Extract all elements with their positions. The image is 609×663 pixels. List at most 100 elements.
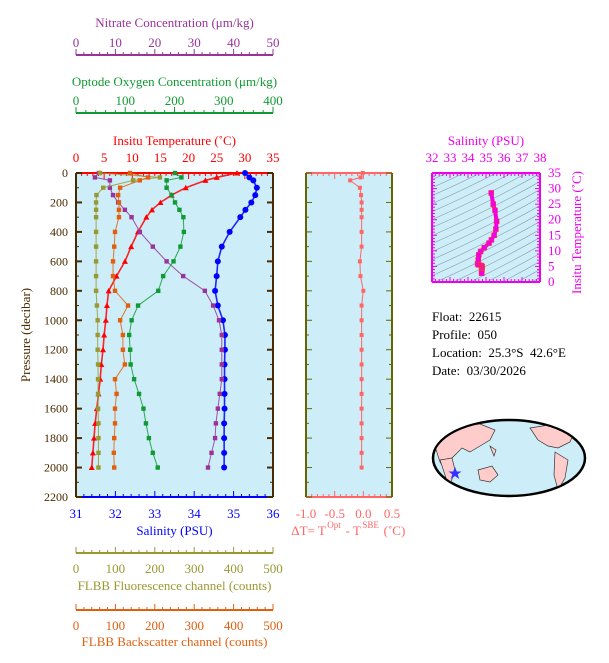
fluorescence-tick-label: 300 xyxy=(184,561,204,576)
delta-t-point xyxy=(359,303,364,308)
nitrate-tick-label: 40 xyxy=(227,35,240,50)
delta-t-point xyxy=(360,171,365,175)
backscatter-point xyxy=(112,376,118,382)
temperature-point xyxy=(121,258,128,264)
backscatter-point xyxy=(112,244,117,249)
backscatter-point xyxy=(120,332,126,338)
fluorescence-point xyxy=(95,406,101,411)
nitrate-tick-label: 10 xyxy=(109,35,122,50)
temperature-tick-label: 5 xyxy=(101,150,108,165)
backscatter-point xyxy=(145,175,151,180)
backscatter-point xyxy=(137,178,143,183)
salinity-tick-label: 32 xyxy=(109,506,122,521)
nitrate-tick-label: 0 xyxy=(73,35,80,50)
nitrate-point xyxy=(212,435,218,441)
salinity-tick-label: 31 xyxy=(70,506,83,521)
backscatter-point xyxy=(112,288,118,294)
delta-t-title-part: (˚C) xyxy=(380,523,405,538)
oxygen-point xyxy=(156,288,161,294)
date: Date: 03/30/2026 xyxy=(432,363,526,378)
density-contour-line xyxy=(434,229,540,282)
oxygen-point xyxy=(143,421,149,426)
fluorescence-point xyxy=(94,192,99,198)
density-contour-line xyxy=(452,237,540,282)
delta-t-point xyxy=(357,185,362,190)
backscatter-point xyxy=(127,170,133,176)
nitrate-point xyxy=(137,229,143,235)
pressure-axis-title: Pressure (decibar) xyxy=(18,288,33,382)
pressure-tick-label: 800 xyxy=(50,284,68,298)
oxygen-point xyxy=(141,406,146,411)
backscatter-point xyxy=(110,273,116,279)
backscatter-tick-label: 300 xyxy=(184,618,204,633)
delta-t-axis-title: ΔT= T Opt - T SBE (˚C) xyxy=(291,520,405,538)
pressure-tick-label: 1000 xyxy=(44,313,68,327)
backscatter-point xyxy=(110,259,116,264)
density-contour-line xyxy=(432,173,465,188)
oxygen-point xyxy=(135,303,141,308)
location: Location: 25.3°S 42.6°E xyxy=(432,345,566,360)
nitrate-axis-title: Nitrate Concentration (μm/kg) xyxy=(95,15,254,30)
delta-t-point xyxy=(361,288,366,293)
backscatter-axis-title: FLBB Backscatter channel (counts) xyxy=(82,634,268,649)
oxygen-point xyxy=(150,450,156,456)
backscatter-point xyxy=(117,318,123,323)
salinity-point xyxy=(242,170,249,176)
backscatter-point xyxy=(112,229,118,235)
fluorescence-point xyxy=(96,450,101,456)
fluorescence-point xyxy=(93,288,99,294)
backscatter-point xyxy=(116,200,122,205)
ts-salinity-tick-label: 38 xyxy=(534,150,547,165)
ts-temperature-tick-label: 15 xyxy=(548,227,561,242)
nitrate-point xyxy=(107,178,113,183)
ts-salinity-tick-label: 32 xyxy=(426,150,439,165)
oxygen-tick-label: 0 xyxy=(73,93,80,108)
temperature-tick-label: 20 xyxy=(182,150,195,165)
delta-t-point xyxy=(359,347,364,352)
float-location-marker xyxy=(448,467,462,479)
density-contour-line xyxy=(432,197,540,252)
temperature-tick-label: 15 xyxy=(154,150,167,165)
delta-t-point xyxy=(359,215,364,220)
pressure-tick-label: 0 xyxy=(62,166,68,180)
salinity-point xyxy=(221,464,228,471)
backscatter-point xyxy=(112,465,117,470)
salinity-point xyxy=(213,273,220,280)
salinity-tick-label: 34 xyxy=(188,506,202,521)
map-landmass xyxy=(553,451,569,491)
nitrate-point xyxy=(219,376,224,382)
delta-t-point xyxy=(359,333,364,337)
delta-t-tick-label: 0.0 xyxy=(355,506,371,521)
density-contour-line xyxy=(432,189,540,244)
oxygen-point xyxy=(164,185,169,190)
oxygen-point xyxy=(172,170,178,176)
backscatter-tick-label: 0 xyxy=(73,618,80,633)
fluorescence-point xyxy=(95,376,101,382)
delta-t-plot-area xyxy=(306,173,392,497)
nitrate-point xyxy=(202,288,208,294)
pressure-tick-label: 2000 xyxy=(44,461,68,475)
delta-t-title-part: SBE xyxy=(362,520,379,530)
backscatter-point xyxy=(114,391,119,397)
fluorescence-tick-label: 500 xyxy=(263,561,283,576)
pressure-tick-label: 1800 xyxy=(44,431,68,445)
delta-t-tick-label: 0.5 xyxy=(384,506,400,521)
delta-t-title-part: ΔT= T xyxy=(291,523,326,538)
salinity-axis-title: Salinity (PSU) xyxy=(136,523,212,538)
temperature-point xyxy=(101,332,108,338)
density-contour-line xyxy=(432,205,540,260)
nitrate-point xyxy=(164,259,169,264)
fluorescence-point xyxy=(95,347,100,352)
temperature-point xyxy=(182,184,189,191)
map-landmass xyxy=(489,445,497,458)
nitrate-point xyxy=(219,347,224,352)
backscatter-point xyxy=(112,421,118,426)
nitrate-point xyxy=(216,318,222,323)
ts-point xyxy=(481,244,487,251)
salinity-point xyxy=(242,206,249,213)
ts-point xyxy=(486,240,492,246)
salinity-point xyxy=(237,214,244,221)
oxygen-point xyxy=(181,229,187,235)
delta-t-point xyxy=(359,200,364,205)
